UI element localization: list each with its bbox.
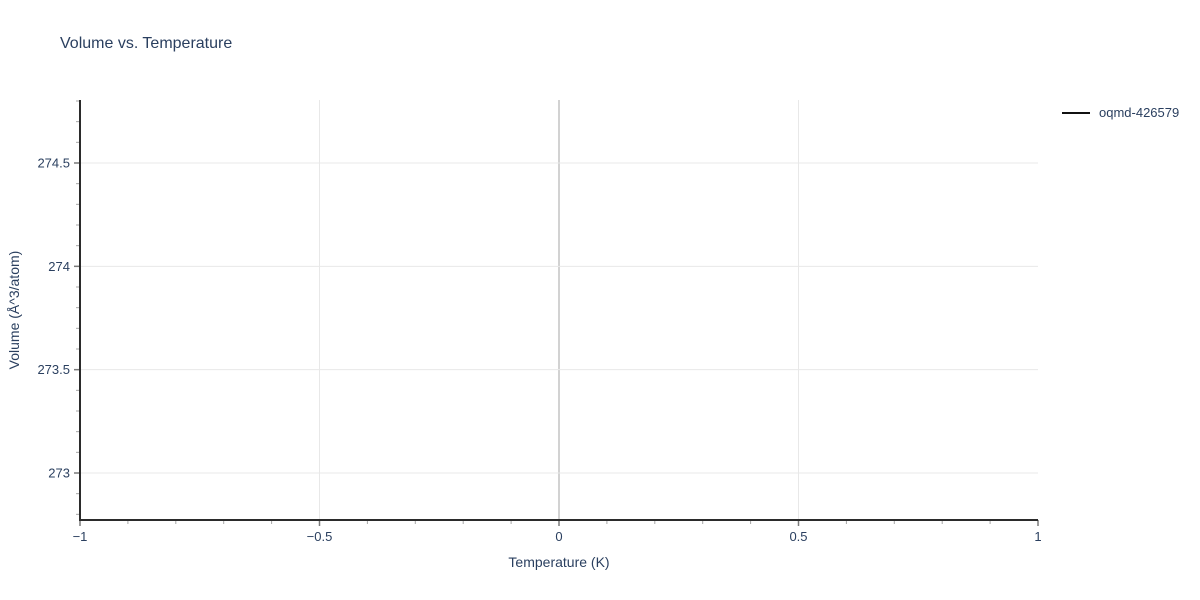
legend-line-swatch <box>1062 111 1090 114</box>
x-axis-title: Temperature (K) <box>508 554 610 570</box>
legend: oqmd-426579 <box>1062 105 1179 120</box>
x-tick-label: −0.5 <box>307 529 333 544</box>
y-tick-label: 274.5 <box>37 155 70 170</box>
y-tick-label: 274 <box>48 259 70 274</box>
x-tick-label: 1 <box>1034 529 1041 544</box>
x-tick-label: 0.5 <box>789 529 807 544</box>
legend-item-oqmd-426579[interactable]: oqmd-426579 <box>1062 105 1179 120</box>
x-tick-label: 0 <box>555 529 562 544</box>
y-tick-label: 273.5 <box>37 362 70 377</box>
y-axis-title: Volume (Å^3/atom) <box>6 250 22 370</box>
legend-label: oqmd-426579 <box>1099 105 1180 120</box>
chart-title: Volume vs. Temperature <box>60 35 233 52</box>
y-tick-label: 273 <box>48 466 70 481</box>
x-tick-label: −1 <box>73 529 88 544</box>
